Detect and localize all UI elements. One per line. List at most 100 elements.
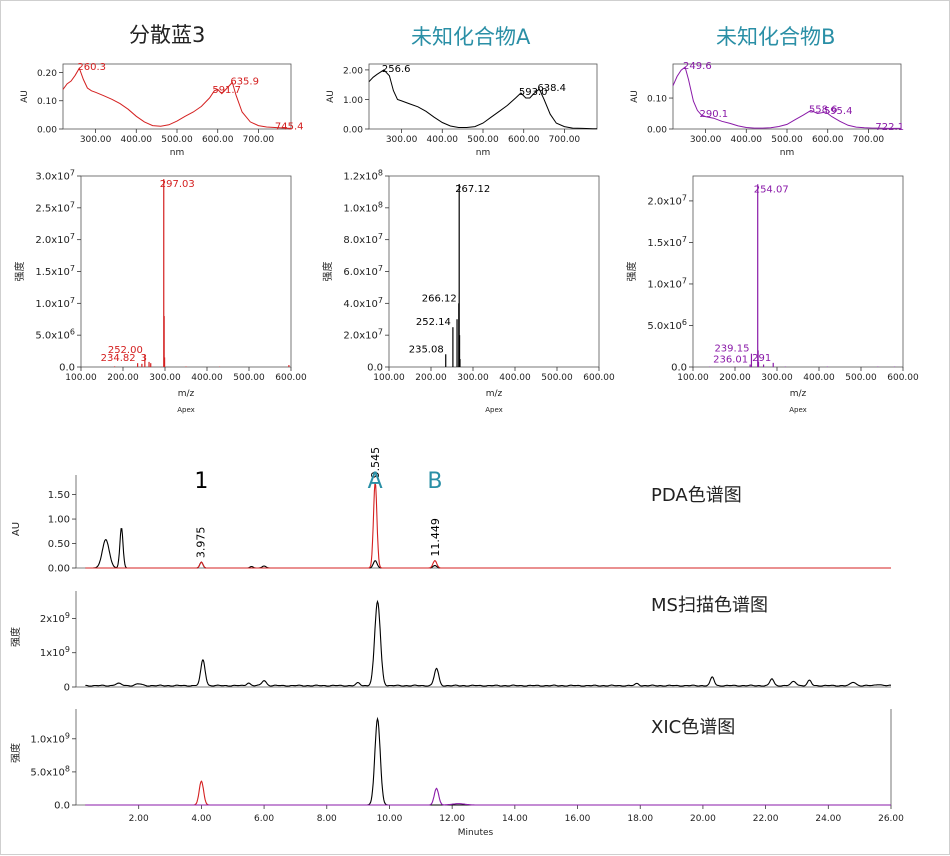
ms3-x-tick-label: 200.00 [719, 373, 751, 383]
uv1-peak-label: 260.3 [77, 62, 106, 73]
ms1-y-axis-label: 强度 [13, 262, 26, 282]
uv1-y-tick-label: 0.10 [37, 97, 57, 107]
ms1-x-tick-label: 100.00 [65, 373, 97, 383]
ms1-y-tick-label: 1.5x107 [35, 264, 75, 278]
uv2-x-tick-label: 300.00 [386, 135, 418, 145]
uv2-y-tick-label: 0.00 [343, 126, 363, 136]
ms2-y-tick-label: 2.0x107 [343, 328, 383, 342]
ms2-plot-frame [388, 175, 600, 368]
ms2-x-axis-label: m/z [486, 389, 503, 399]
ms1-x-tick-label: 300.00 [149, 373, 181, 383]
ms3-x-tick-label: 500.00 [845, 373, 877, 383]
msscan-chromatogram-label: MS扫描色谱图 [651, 595, 768, 616]
ms2-y-tick-label: 8.0x107 [343, 232, 383, 246]
pda-chromatogram-label: PDA色谱图 [651, 485, 742, 506]
uv3-uv-spectrum: 300.00 400.00 500.00 600.00 700.00 0.00 0.10 24… [630, 61, 904, 158]
ms3-peak-label: 239.15 [714, 344, 749, 355]
ms2-x-tick-label: 600.00 [583, 373, 615, 383]
pda-peak-marker-1: 1 [194, 469, 208, 494]
ms3-y-tick-label: 5.0x106 [647, 318, 687, 332]
uv3-x-tick-label: 300.00 [690, 135, 722, 145]
ms3-y-tick-label: 1.5x107 [647, 235, 687, 249]
uv2-y-tick-label: 2.00 [343, 66, 363, 76]
uv2-peak-label: 638.4 [537, 83, 566, 94]
ms3-y-tick-label: 1.0x107 [647, 276, 687, 290]
uv1-x-tick-label: 700.00 [243, 135, 275, 145]
ms3-x-tick-label: 600.00 [887, 373, 919, 383]
ms3-x-axis-label: m/z [790, 389, 807, 399]
uv2-uv-spectrum: 300.00 400.00 500.00 600.00 700.00 0.00 1.00 2.… [326, 63, 598, 158]
ms2-y-axis-label: 强度 [321, 262, 334, 282]
xic-x-tick-label: 2.00 [129, 814, 149, 824]
uv1-peak-label: 745.4 [275, 122, 304, 133]
uv2-x-axis-label: nm [476, 148, 490, 158]
uv3-peak-label: 558.6 [809, 104, 838, 115]
ms1-x-tick-label: 600.00 [275, 373, 307, 383]
ms2-y-tick-label: 4.0x107 [343, 296, 383, 310]
uv3-peak-label: 290.1 [700, 109, 729, 120]
ms2-peak-label: 252.14 [416, 317, 451, 328]
msscan-y-tick-label: 2x109 [40, 611, 70, 625]
ms3-mass-spectrum: 100.00 200.00 300.00 400.00 500.00 600.00 0.0 5… [625, 175, 919, 414]
xic-x-axis-label: Minutes [458, 828, 494, 838]
ms1-peak-label: 252.00 [108, 345, 143, 356]
xic-y-tick-label: 0.0 [54, 801, 70, 812]
ms2-y-tick-label: 0.0 [367, 363, 383, 374]
pda-y-axis-label: AU [11, 522, 22, 536]
msscan-y-tick-label: 0 [64, 683, 70, 694]
xic-x-tick-label: 20.00 [690, 814, 716, 824]
uv3-x-axis-label: nm [780, 148, 794, 158]
uv3-x-tick-label: 400.00 [731, 135, 763, 145]
pda-y-tick-label: 1.00 [48, 515, 70, 526]
ms3-x-tick-label: 300.00 [761, 373, 793, 383]
pda-peak-marker-B: B [427, 469, 442, 494]
uv1-peak-label: 591.7 [212, 85, 241, 96]
ms3-apex-label: Apex [789, 406, 807, 414]
xic-x-tick-label: 18.00 [627, 814, 653, 824]
ms1-y-tick-label: 1.0x107 [35, 296, 75, 310]
ms2-x-tick-label: 100.00 [373, 373, 405, 383]
xic-x-tick-label: 12.00 [439, 814, 465, 824]
xic-x-tick-label: 24.00 [815, 814, 841, 824]
uv3-x-tick-label: 700.00 [853, 135, 885, 145]
title-col1: 分散蓝3 [129, 23, 206, 47]
xic-chromatogram: 0.0 5.0x108 1.0x109 2.00 4.00 6.00 8.00 10.00 12… [9, 709, 904, 838]
ms3-peak-label: 236.01 [713, 355, 748, 366]
pda-y-tick-label: 0.50 [48, 539, 70, 550]
ms1-x-tick-label: 400.00 [191, 373, 223, 383]
uv2-x-tick-label: 700.00 [549, 135, 581, 145]
uv1-plot-frame [62, 63, 292, 130]
uv3-peak-label: 595.4 [824, 106, 853, 117]
uv3-peak-label: 722.1 [875, 122, 904, 133]
xic-x-tick-label: 14.00 [502, 814, 528, 824]
uv2-y-axis-label: AU [326, 90, 336, 103]
pda-trace-red [85, 482, 891, 569]
uv1-spectrum-line [62, 67, 292, 129]
uv2-x-tick-label: 500.00 [467, 135, 499, 145]
uv1-x-tick-label: 600.00 [202, 135, 234, 145]
msscan-y-axis-label: 强度 [9, 627, 22, 647]
title-col2: 未知化合物A [411, 25, 531, 49]
uv2-peak-label: 593.0 [519, 87, 548, 98]
uv2-x-tick-label: 600.00 [508, 135, 540, 145]
xic-trace-black [85, 716, 891, 806]
pda-retention-time-label: 11.449 [429, 518, 442, 557]
ms3-x-tick-label: 100.00 [677, 373, 709, 383]
ms2-x-tick-label: 400.00 [499, 373, 531, 383]
ms1-x-tick-label: 500.00 [233, 373, 265, 383]
pda-y-tick-label: 1.50 [48, 490, 70, 501]
uv1-y-tick-label: 0.00 [37, 126, 57, 136]
ms1-peak-label: 3 [141, 353, 147, 364]
pda-chromatogram: 0.00 0.50 1.00 1.50 3.975 9.545 11.449 1 A B PDA色谱… [11, 447, 891, 575]
ms3-peak-label: 291 [752, 353, 771, 364]
uv3-spectrum-line [672, 66, 901, 129]
pda-y-tick-label: 0.00 [48, 564, 70, 575]
ms2-mass-spectrum: 100.00 200.00 300.00 400.00 500.00 600.00 0.0 2… [321, 169, 615, 415]
ms1-x-axis-label: m/z [178, 389, 195, 399]
xic-x-tick-label: 8.00 [317, 814, 337, 824]
uv1-peak-label: 635.9 [230, 76, 259, 87]
ms1-apex-label: Apex [177, 406, 195, 414]
xic-y-tick-label: 1.0x109 [30, 731, 70, 745]
